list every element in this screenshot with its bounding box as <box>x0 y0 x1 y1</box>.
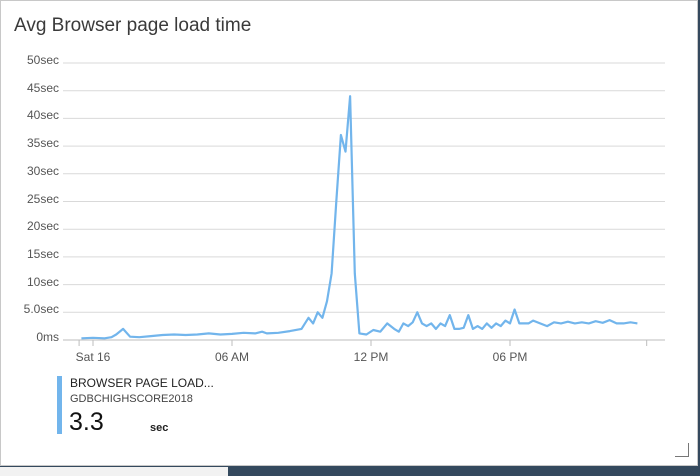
chart-title: Avg Browser page load time <box>14 15 252 36</box>
legend-metric-name[interactable]: BROWSER PAGE LOAD... <box>70 376 214 390</box>
x-tick-label: Sat 16 <box>75 350 111 364</box>
chart-tile[interactable]: Avg Browser page load time 0ms 5.0sec 10se… <box>0 0 698 466</box>
bottom-panel <box>0 467 228 476</box>
y-tick-label: 45sec <box>26 80 59 95</box>
y-tick-label: 10sec <box>26 274 59 289</box>
legend-color-swatch <box>57 376 62 434</box>
series-line[interactable] <box>81 95 638 340</box>
legend-unit: sec <box>150 422 169 434</box>
y-tick-label: 30sec <box>26 163 59 178</box>
legend-value: 3.3 <box>69 408 104 436</box>
legend-resource-name: GDBCHIGHSCORE2018 <box>70 393 193 405</box>
y-tick-label: 40sec <box>26 108 59 123</box>
x-tick-label: 06 AM <box>214 350 250 364</box>
resize-handle[interactable] <box>675 443 689 457</box>
y-tick-label: 0ms <box>36 330 59 344</box>
y-tick-label: 5.0sec <box>23 302 59 317</box>
y-tick-label: 50sec <box>26 53 59 67</box>
y-tick-label: 20sec <box>26 219 59 234</box>
y-tick-label: 35sec <box>26 136 59 151</box>
x-tick-label: 06 PM <box>492 350 528 364</box>
y-tick-label: 25sec <box>26 191 59 206</box>
x-tick-label: 12 PM <box>353 350 389 364</box>
y-tick-label: 15sec <box>26 246 59 261</box>
line-chart[interactable] <box>1 1 699 467</box>
